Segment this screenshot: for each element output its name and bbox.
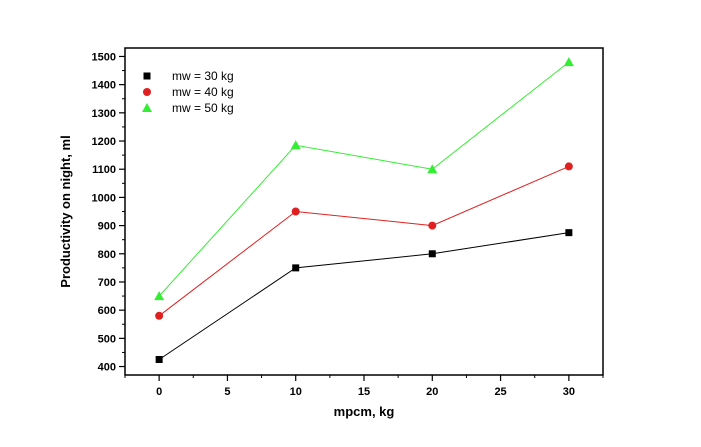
- y-tick-label: 1100: [92, 164, 116, 176]
- x-tick-label: 0: [156, 386, 162, 398]
- series-3: [154, 57, 574, 301]
- series-2: [155, 162, 573, 320]
- data-point: [428, 221, 437, 230]
- series-line: [158, 232, 569, 360]
- y-tick-label: 500: [98, 333, 116, 345]
- x-tick-label: 5: [224, 386, 230, 398]
- y-tick-label: 800: [98, 249, 116, 261]
- y-tick-label: 1300: [92, 108, 116, 120]
- series-1: [155, 229, 573, 363]
- y-tick-label: 1200: [92, 136, 116, 148]
- legend-label: mw = 50 kg: [172, 101, 234, 115]
- data-point: [154, 291, 165, 301]
- data-point: [427, 164, 438, 174]
- y-tick-label: 900: [98, 221, 116, 233]
- data-point: [155, 311, 164, 320]
- legend-label: mw = 30 kg: [172, 69, 234, 83]
- y-tick-label: 700: [98, 277, 116, 289]
- x-tick-label: 30: [563, 386, 575, 398]
- y-tick-label: 400: [98, 362, 116, 374]
- data-point: [292, 264, 300, 272]
- y-tick-label: 1500: [92, 51, 116, 63]
- x-tick-label: 20: [426, 386, 438, 398]
- x-tick-label: 10: [290, 386, 302, 398]
- legend-marker: [143, 72, 151, 80]
- data-point: [155, 355, 163, 363]
- data-point: [563, 57, 574, 67]
- series-line: [158, 165, 570, 317]
- data-point: [291, 207, 300, 216]
- data-point: [428, 250, 436, 258]
- legend-label: mw = 40 kg: [172, 85, 234, 99]
- x-tick-label: 15: [358, 386, 370, 398]
- legend-marker: [143, 88, 151, 96]
- legend: mw = 30 kg mw = 40 kg mw = 50 kg: [142, 69, 234, 115]
- y-tick-label: 1400: [92, 80, 116, 92]
- x-tick-label: 25: [494, 386, 506, 398]
- data-point: [565, 229, 573, 237]
- series-layer: [154, 57, 574, 363]
- y-tick-label: 600: [98, 305, 116, 317]
- data-point: [290, 140, 301, 150]
- plot-area: 0 5 10 15 20 25 30 400 500 600 700 800 900 1000 1100 12…: [92, 47, 604, 398]
- data-point: [564, 162, 573, 171]
- legend-marker: [142, 103, 152, 112]
- series-line: [158, 61, 570, 297]
- y-tick-label: 1000: [92, 192, 116, 204]
- y-axis-title: Productivity on night, ml: [58, 135, 73, 287]
- x-axis-title: mpcm, kg: [334, 404, 395, 419]
